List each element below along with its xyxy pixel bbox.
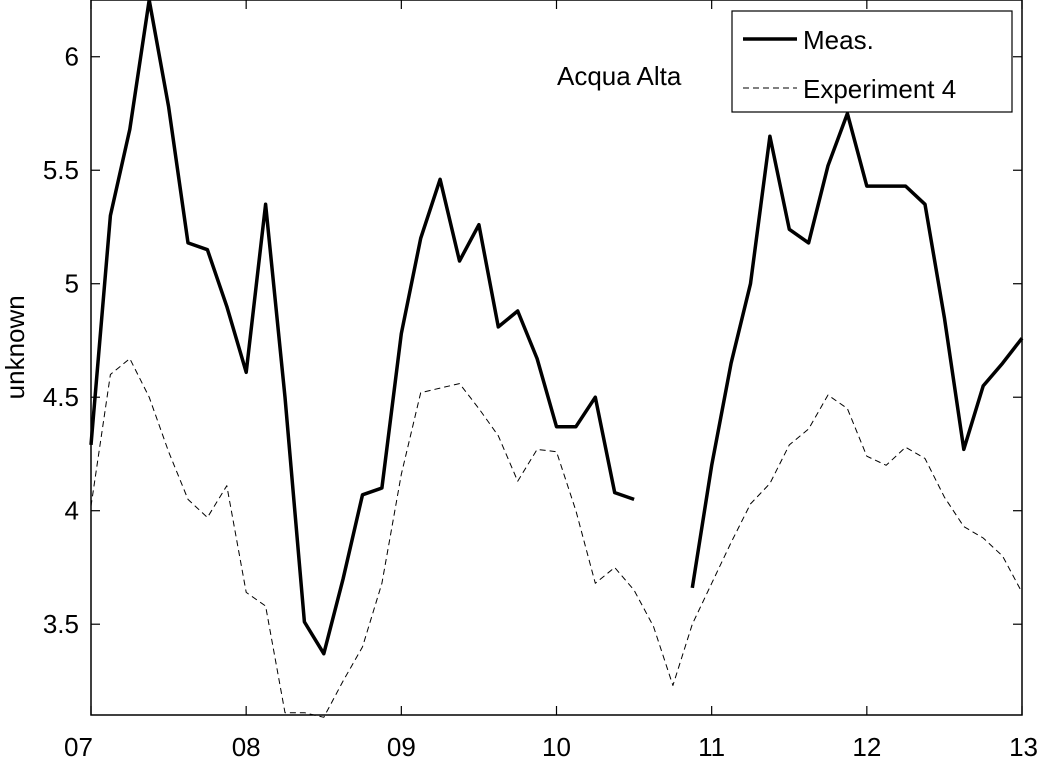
tick-labels: 07 08 09 10 11 12 13 3.5 4 4.5 5 5.5 6 (43, 42, 1038, 758)
y-tick-label: 4.5 (43, 382, 79, 412)
y-tick-label: 3.5 (43, 609, 79, 639)
x-tick-label: 08 (232, 732, 261, 758)
series-line-meas-segment-2 (690, 111, 1024, 589)
x-tick-label: 13 (1009, 732, 1038, 758)
chart-annotation: Acqua Alta (557, 61, 682, 91)
x-tick-label: 12 (852, 732, 881, 758)
x-tick-label: 09 (387, 732, 416, 758)
legend: Meas. Experiment 4 (731, 10, 1013, 113)
legend-box (731, 10, 1013, 113)
legend-entry-experiment-4: Experiment 4 (803, 74, 956, 104)
x-tick-label: 11 (698, 732, 725, 758)
series-line-experiment-4-segment-1 (90, 358, 1023, 718)
plot-lines (89, 0, 1024, 718)
y-tick-label: 4 (65, 496, 79, 526)
x-tick-label: 07 (64, 732, 93, 758)
x-tick-label: 10 (542, 732, 571, 758)
y-tick-label: 6 (65, 42, 79, 72)
ticks (90, 0, 1023, 715)
series-line-meas-segment-1 (89, 0, 635, 656)
y-axis-label: unknown (0, 295, 30, 399)
y-tick-label: 5.5 (43, 155, 79, 185)
legend-entry-meas: Meas. (803, 25, 874, 55)
y-tick-label: 5 (65, 269, 79, 299)
